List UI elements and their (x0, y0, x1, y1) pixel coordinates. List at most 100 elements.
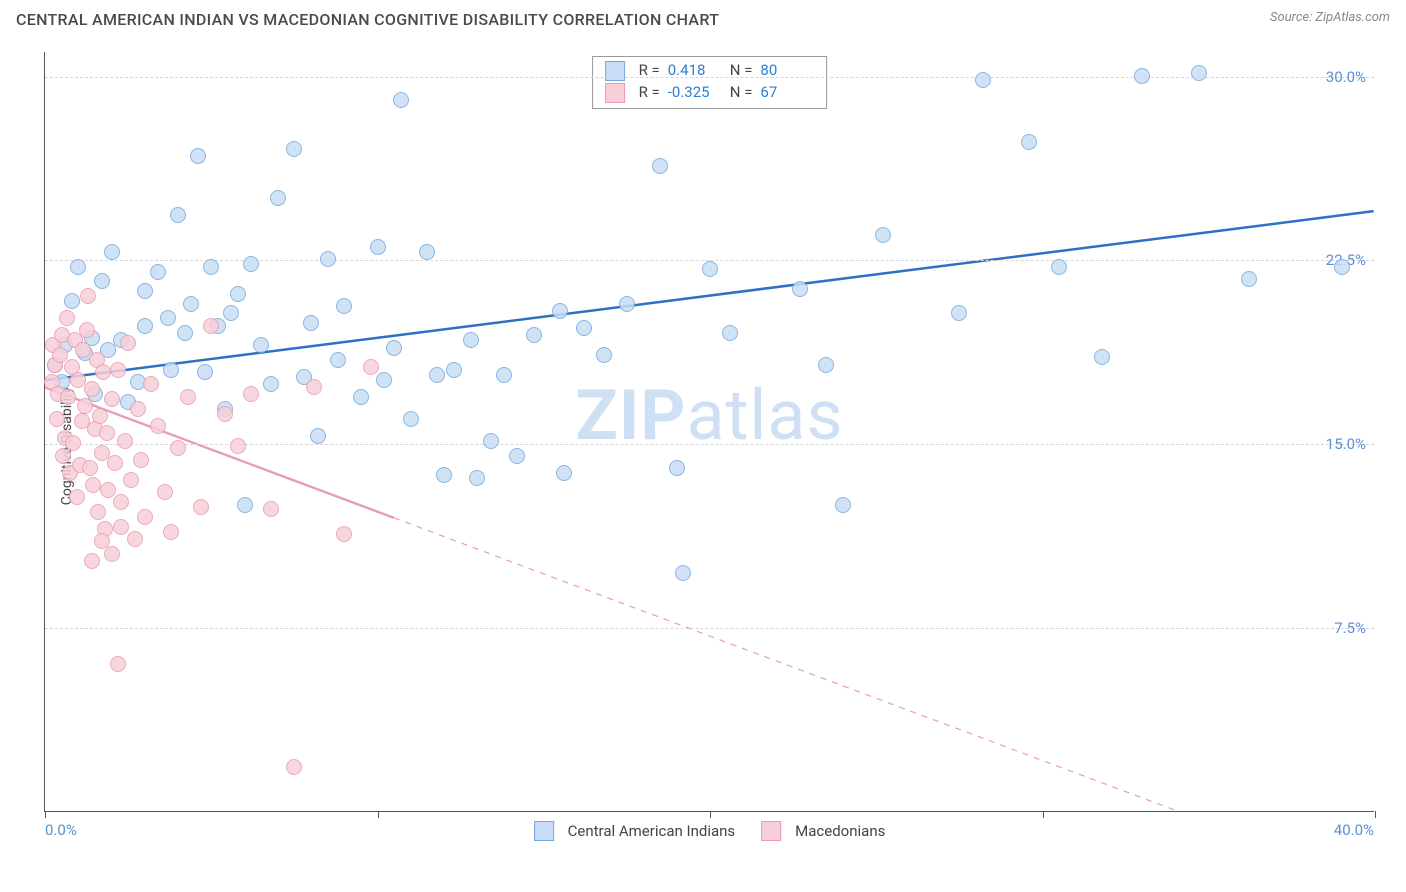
plot-area: ZIPatlas R = 0.418 N = 80 R = -0.325 N =… (44, 52, 1374, 812)
data-point-cai (526, 327, 542, 343)
data-point-mac (217, 406, 233, 422)
stat-n-cai: 80 (760, 60, 814, 82)
trend-lines-layer (45, 52, 1374, 811)
x-tick (378, 811, 379, 818)
gridline-h (45, 628, 1374, 629)
data-point-mac (133, 452, 149, 468)
stat-n-mac: 67 (760, 82, 814, 104)
data-point-mac (104, 391, 120, 407)
data-point-cai (1334, 259, 1350, 275)
data-point-cai (170, 207, 186, 223)
x-max-label: 40.0% (1334, 821, 1374, 839)
data-point-cai (1191, 65, 1207, 81)
legend-swatch-cai (534, 821, 554, 841)
stat-box: R = 0.418 N = 80 R = -0.325 N = 67 (592, 56, 828, 109)
chart-container: CENTRAL AMERICAN INDIAN VS MACEDONIAN CO… (0, 0, 1406, 892)
data-point-mac (193, 499, 209, 515)
data-point-cai (190, 148, 206, 164)
data-point-mac (100, 482, 116, 498)
data-point-cai (183, 296, 199, 312)
data-point-cai (286, 141, 302, 157)
x-tick (45, 811, 46, 818)
data-point-mac (263, 501, 279, 517)
y-tick-label: 15.0% (1326, 435, 1366, 453)
data-point-cai (94, 273, 110, 289)
stat-row-mac: R = -0.325 N = 67 (605, 82, 815, 104)
data-point-mac (113, 494, 129, 510)
legend-item-mac: Macedonians (761, 821, 885, 841)
data-point-mac (49, 411, 65, 427)
chart-title: CENTRAL AMERICAN INDIAN VS MACEDONIAN CO… (16, 10, 719, 29)
data-point-mac (143, 376, 159, 392)
data-point-cai (230, 286, 246, 302)
stat-r-label: R = (639, 60, 660, 82)
data-point-mac (363, 359, 379, 375)
data-point-cai (330, 352, 346, 368)
stat-swatch-cai (605, 61, 625, 81)
data-point-cai (137, 283, 153, 299)
data-point-mac (60, 389, 76, 405)
x-tick (1375, 811, 1376, 818)
legend-label-mac: Macedonians (795, 822, 885, 840)
data-point-mac (110, 362, 126, 378)
data-point-cai (419, 244, 435, 260)
data-point-mac (286, 759, 302, 775)
data-point-cai (64, 293, 80, 309)
data-point-cai (975, 72, 991, 88)
data-point-mac (137, 509, 153, 525)
data-point-mac (107, 455, 123, 471)
data-point-cai (792, 281, 808, 297)
data-point-mac (90, 504, 106, 520)
data-point-cai (818, 357, 834, 373)
data-point-mac (336, 526, 352, 542)
data-point-cai (237, 497, 253, 513)
data-point-mac (110, 656, 126, 672)
data-point-mac (157, 484, 173, 500)
data-point-cai (137, 318, 153, 334)
data-point-cai (875, 227, 891, 243)
data-point-mac (230, 438, 246, 454)
stat-n-label: N = (730, 82, 753, 104)
data-point-mac (95, 364, 111, 380)
data-point-mac (306, 379, 322, 395)
data-point-cai (1021, 134, 1037, 150)
data-point-cai (160, 310, 176, 326)
data-point-cai (1051, 259, 1067, 275)
data-point-cai (150, 264, 166, 280)
data-point-cai (197, 364, 213, 380)
data-point-mac (59, 310, 75, 326)
data-point-cai (70, 259, 86, 275)
data-point-cai (483, 433, 499, 449)
data-point-mac (150, 418, 166, 434)
data-point-mac (117, 433, 133, 449)
x-tick (710, 811, 711, 818)
data-point-cai (1094, 349, 1110, 365)
data-point-cai (263, 376, 279, 392)
data-point-cai (509, 448, 525, 464)
data-point-cai (496, 367, 512, 383)
data-point-mac (77, 398, 93, 414)
data-point-cai (370, 239, 386, 255)
data-point-cai (669, 460, 685, 476)
data-point-mac (123, 472, 139, 488)
data-point-cai (303, 315, 319, 331)
gridline-h (45, 77, 1374, 78)
data-point-mac (120, 335, 136, 351)
data-point-mac (113, 519, 129, 535)
data-point-cai (310, 428, 326, 444)
source-label: Source: ZipAtlas.com (1270, 10, 1390, 25)
data-point-cai (722, 325, 738, 341)
data-point-mac (65, 435, 81, 451)
data-point-mac (127, 531, 143, 547)
data-point-cai (436, 467, 452, 483)
trendline-mac-dashed (394, 518, 1374, 811)
data-point-cai (835, 497, 851, 513)
y-tick-label: 30.0% (1326, 68, 1366, 86)
data-point-cai (556, 465, 572, 481)
header-bar: CENTRAL AMERICAN INDIAN VS MACEDONIAN CO… (0, 0, 1406, 44)
data-point-cai (702, 261, 718, 277)
data-point-mac (163, 524, 179, 540)
data-point-mac (104, 546, 120, 562)
data-point-cai (203, 259, 219, 275)
data-point-mac (180, 389, 196, 405)
